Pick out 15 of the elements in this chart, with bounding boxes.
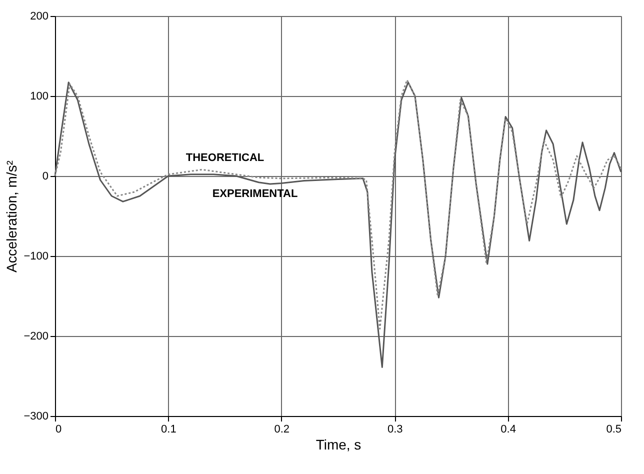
y-tick-label: 200 xyxy=(30,10,48,22)
y-tick-label: 100 xyxy=(30,90,48,102)
x-tick-label: 0.3 xyxy=(387,424,403,436)
x-tick-label: 0.4 xyxy=(500,424,516,436)
x-axis-title: Time, s xyxy=(316,436,362,452)
x-tick-label: 0.1 xyxy=(161,424,176,436)
y-tick-label: −100 xyxy=(24,250,48,262)
y-axis-title: Acceleration, m/s² xyxy=(4,160,20,273)
y-tick-label: −200 xyxy=(24,330,48,342)
x-tick-label: 0.2 xyxy=(274,424,290,436)
x-tick-label: 0 xyxy=(56,424,62,436)
series-label: THEORETICAL xyxy=(186,152,264,164)
y-tick-label: −300 xyxy=(24,410,48,422)
x-tick-label: 0.5 xyxy=(606,424,622,436)
y-tick-label: 0 xyxy=(42,170,48,182)
